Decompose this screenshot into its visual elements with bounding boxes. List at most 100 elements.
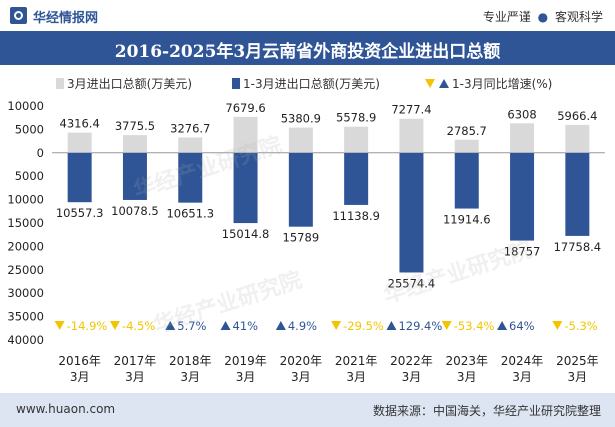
y-tick-label: 5000 <box>15 122 44 136</box>
top-bar: 华经情报网 专业严谨 ● 客观科学 <box>0 0 615 31</box>
x-tick-label: 2023年 3月 <box>445 354 488 384</box>
data-label-monthly: 7277.4 <box>391 103 431 117</box>
data-label-monthly: 2785.7 <box>447 124 487 138</box>
bar-ytd <box>178 152 203 203</box>
y-tick-label: 15000 <box>7 216 44 230</box>
data-label-growth: 64% <box>509 319 535 333</box>
dot-icon: ● <box>537 10 549 24</box>
data-label-ytd: 18757 <box>504 245 541 259</box>
data-label-ytd: 11914.6 <box>443 213 491 227</box>
data-label-growth: 129.4% <box>398 319 442 333</box>
tagline-2: 客观科学 <box>554 10 603 24</box>
tagline-1: 专业严谨 <box>482 10 531 24</box>
bar-ytd <box>344 152 369 205</box>
bar-ytd <box>67 152 92 203</box>
legend-label-ytd: 1-3月进出口总额(万美元) <box>243 77 380 91</box>
bar-monthly <box>178 137 203 153</box>
growth-down-marker <box>331 321 342 330</box>
data-label-growth: -29.5% <box>343 319 384 333</box>
y-tick-label: 25000 <box>7 263 44 277</box>
legend-label-monthly: 3月进出口总额(万美元) <box>67 77 192 91</box>
bar-ytd <box>565 152 590 236</box>
data-label-ytd: 10651.3 <box>166 207 214 221</box>
bar-monthly <box>565 124 590 153</box>
data-label-growth: -5.3% <box>564 319 597 333</box>
bar-monthly <box>67 132 92 153</box>
bar-monthly <box>454 139 479 153</box>
bar-monthly <box>122 135 147 153</box>
bar-ytd <box>510 152 535 241</box>
y-tick-label: 5000 <box>15 169 44 183</box>
x-tick-label: 2019年 3月 <box>224 354 267 384</box>
bar-ytd <box>399 152 424 273</box>
growth-up-marker <box>275 321 286 330</box>
data-label-monthly: 3276.7 <box>170 121 210 135</box>
bar-monthly <box>233 116 258 153</box>
tagline: 专业严谨 ● 客观科学 <box>483 8 603 25</box>
x-tick-label: 2018年 3月 <box>169 354 212 384</box>
data-label-ytd: 10078.5 <box>111 204 159 218</box>
legend-label-growth: 1-3月同比增速(%) <box>452 77 552 91</box>
growth-up-marker <box>497 321 508 330</box>
x-tick-label: 2025年 3月 <box>556 354 599 384</box>
data-label-monthly: 3775.5 <box>115 119 155 133</box>
legend-swatch-monthly <box>56 78 64 89</box>
data-label-growth: 4.9% <box>288 319 317 333</box>
bar-ytd <box>233 152 258 224</box>
data-label-growth: -14.9% <box>67 319 108 333</box>
x-tick-label: 2022年 3月 <box>390 354 433 384</box>
data-label-ytd: 15789 <box>283 231 320 245</box>
bar-monthly <box>399 118 424 153</box>
data-label-growth: -4.5% <box>122 319 155 333</box>
growth-down-marker <box>54 321 65 330</box>
bar-ytd <box>288 152 313 227</box>
growth-up-marker <box>386 321 397 330</box>
data-label-ytd: 11138.9 <box>332 209 380 223</box>
bar-monthly <box>288 127 313 153</box>
legend-marker-up <box>439 79 449 88</box>
legend-marker-down <box>425 79 435 88</box>
growth-up-marker <box>220 321 231 330</box>
chart: 3月进出口总额(万美元) 1-3月进出口总额(万美元) 1-3月同比增速(%) 100… <box>7 77 605 384</box>
footer-source: 数据来源：中国海关，华经产业研究院整理 <box>372 404 601 418</box>
x-tick-label: 2020年 3月 <box>280 354 323 384</box>
y-tick-label: 35000 <box>7 310 44 324</box>
y-tick-label: 20000 <box>7 239 44 253</box>
data-label-monthly: 5578.9 <box>336 111 376 125</box>
footer: www.huaon.com 数据来源：中国海关，华经产业研究院整理 <box>0 393 615 427</box>
growth-up-marker <box>165 321 176 330</box>
data-label-growth: 5.7% <box>177 319 206 333</box>
data-label-ytd: 25574.4 <box>388 276 436 290</box>
brand-name: 华经情报网 <box>33 11 99 26</box>
data-label-monthly: 7679.6 <box>225 101 265 115</box>
growth-down-marker <box>552 321 563 330</box>
bar-monthly <box>344 126 369 153</box>
x-tick-label: 2016年 3月 <box>58 354 101 384</box>
data-label-growth: -53.4% <box>454 319 495 333</box>
growth-down-marker <box>441 321 452 330</box>
x-tick-label: 2021年 3月 <box>335 354 378 384</box>
y-tick-label: 10000 <box>7 99 44 113</box>
data-label-monthly: 5966.4 <box>557 109 597 123</box>
y-tick-label: 40000 <box>7 333 44 347</box>
data-label-monthly: 4316.4 <box>60 117 100 131</box>
chart-title: 2016-2025年3月云南省外商投资企业进出口总额 <box>114 42 501 62</box>
bar-ytd <box>122 152 147 200</box>
footer-url: www.huaon.com <box>16 402 116 416</box>
growth-down-marker <box>109 321 120 330</box>
data-label-ytd: 15014.8 <box>222 227 270 241</box>
data-label-ytd: 10557.3 <box>56 206 104 220</box>
y-tick-label: 0 <box>37 146 44 160</box>
data-label-growth: 41% <box>233 319 259 333</box>
data-label-monthly: 5380.9 <box>281 112 321 126</box>
data-label-monthly: 6308 <box>507 107 536 121</box>
x-tick-label: 2024年 3月 <box>501 354 544 384</box>
y-tick-label: 30000 <box>7 286 44 300</box>
data-label-ytd: 17758.4 <box>554 240 602 254</box>
legend-swatch-ytd <box>232 78 240 89</box>
title-bar: 2016-2025年3月云南省外商投资企业进出口总额 <box>0 31 615 65</box>
x-tick-label: 2017年 3月 <box>114 354 157 384</box>
y-tick-label: 10000 <box>7 193 44 207</box>
bar-ytd <box>454 152 479 209</box>
brand-logo-icon <box>10 7 27 24</box>
